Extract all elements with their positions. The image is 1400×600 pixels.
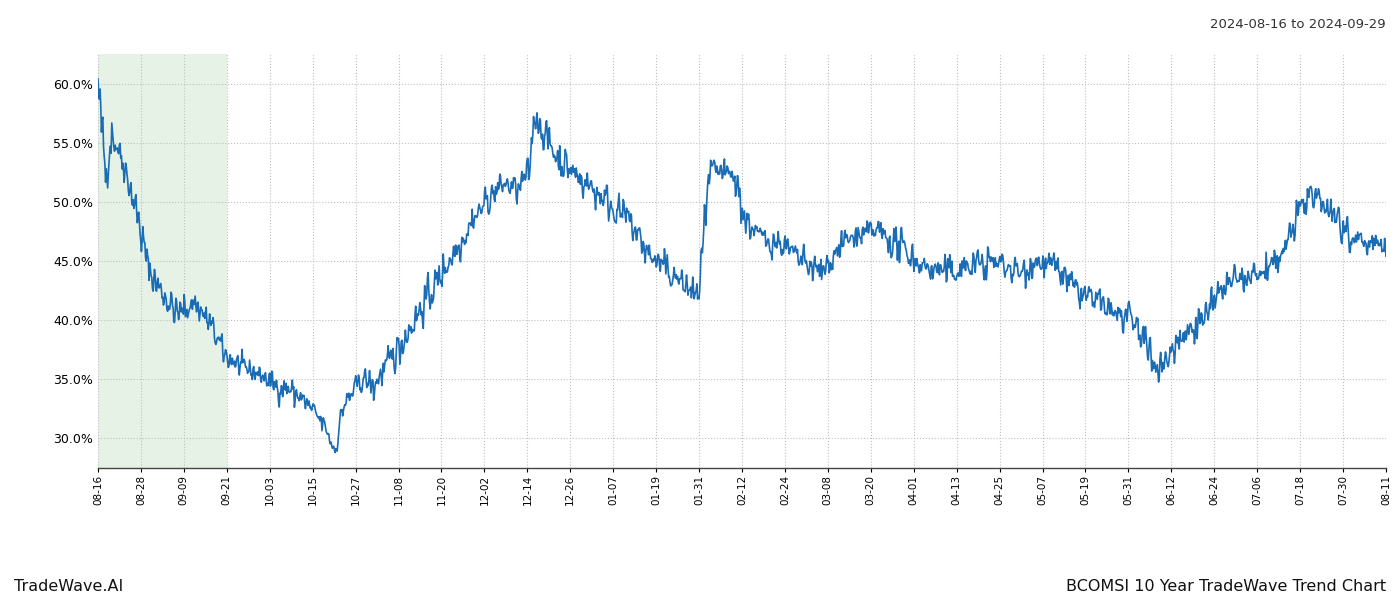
Bar: [98, 54, 227, 468]
Text: TradeWave.AI: TradeWave.AI: [14, 579, 123, 594]
Text: BCOMSI 10 Year TradeWave Trend Chart: BCOMSI 10 Year TradeWave Trend Chart: [1065, 579, 1386, 594]
Text: 2024-08-16 to 2024-09-29: 2024-08-16 to 2024-09-29: [1211, 18, 1386, 31]
